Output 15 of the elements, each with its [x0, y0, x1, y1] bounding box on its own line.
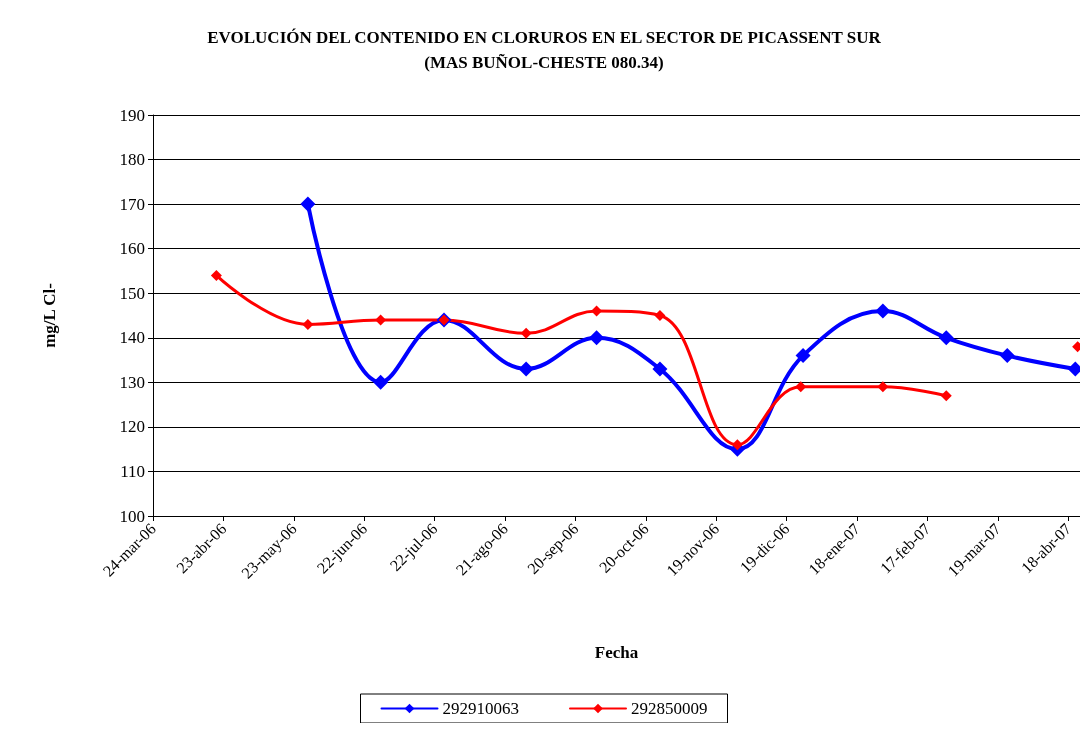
y-tick-label: 180: [119, 150, 145, 170]
legend-label: 292850009: [631, 699, 708, 718]
chart-title: EVOLUCIÓN DEL CONTENIDO EN CLORUROS EN EL SECTOR DE PICASSENT SUR (MAS BUÑOL-CHESTE 080.34): [207, 28, 882, 72]
y-tick-label: 130: [119, 372, 145, 392]
y-axis-title: mg/L Cl-: [40, 282, 59, 348]
y-tick-label: 170: [119, 194, 145, 214]
y-tick-label: 120: [119, 417, 145, 437]
legend-label: 292910063: [442, 699, 519, 718]
y-tick-label: 150: [119, 283, 145, 303]
y-tick-label: 110: [120, 461, 145, 481]
x-axis-title: Fecha: [594, 643, 639, 662]
y-tick-label: 140: [119, 328, 145, 348]
y-tick-label: 160: [119, 239, 145, 259]
y-tick-label: 190: [119, 105, 145, 125]
y-tick-label: 100: [119, 506, 145, 526]
